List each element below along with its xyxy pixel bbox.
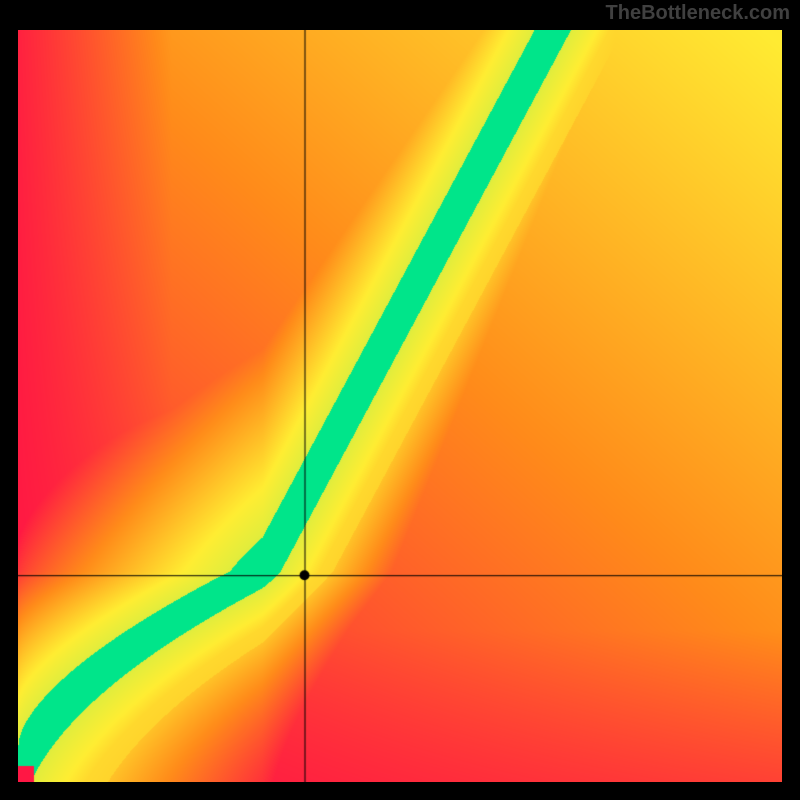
plot-area xyxy=(18,30,782,782)
chart-container: TheBottleneck.com xyxy=(0,0,800,800)
attribution-label: TheBottleneck.com xyxy=(606,2,790,25)
heatmap-canvas xyxy=(18,30,782,782)
